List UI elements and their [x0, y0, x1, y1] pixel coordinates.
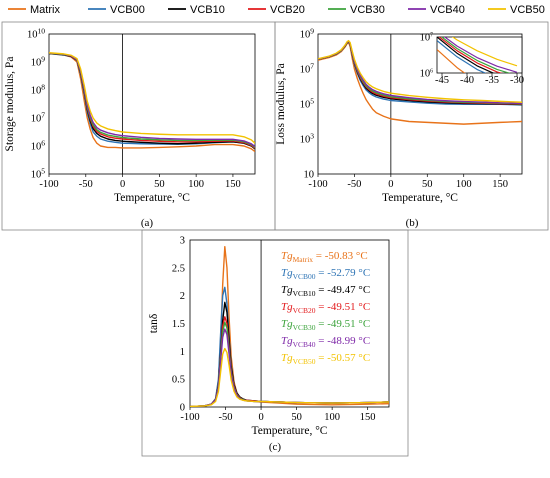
y-tick-label: 105: [31, 167, 46, 181]
y-axis-label: Storage modulus, Pa: [4, 57, 16, 152]
panel-b: -100 -50 0 50 100 150 10 103 105 107 109 Temperatur…: [275, 27, 523, 229]
series-vcb50: [318, 39, 522, 103]
panel-c: -100 -50 0 50 100 150 0 0.5 1 1.5 2 2.5 3 Temperature…: [148, 236, 390, 453]
legend-label-vcb50: VCB50: [510, 4, 545, 16]
series-vcb30: [440, 37, 511, 73]
x-tick-label: 50: [422, 179, 433, 190]
tg-annotation-vcb10: TgVCB10 = -49.47 °C: [281, 284, 370, 298]
panel-b-inset: -45 -40 -35 -30 106 107: [420, 33, 524, 87]
x-tick-label: -100: [180, 412, 199, 423]
y-tick-label: 1: [180, 347, 185, 358]
y-tick-label: 107: [31, 111, 46, 125]
panel-b-frame: [274, 21, 549, 231]
x-tick-label: 150: [492, 179, 508, 190]
legend-label-vcb30: VCB30: [350, 4, 385, 16]
y-tick-label: 108: [31, 83, 46, 97]
panel-c-frame: [141, 229, 409, 457]
x-tick-label: 0: [120, 179, 125, 190]
y-tick-label: 3: [180, 236, 185, 247]
legend-label-vcb10: VCB10: [190, 4, 225, 16]
y-tick-label: 109: [300, 27, 315, 41]
x-tick-label: -40: [460, 75, 474, 86]
y-tick-label: 103: [300, 132, 315, 146]
x-tick-label: -100: [39, 179, 58, 190]
x-tick-label: -50: [347, 179, 361, 190]
series-matrix: [437, 49, 466, 73]
x-tick-label: 0: [258, 412, 263, 423]
y-tick-label: 106: [31, 139, 46, 153]
tg-annotation-vcb00: TgVCB00 = -52.79 °C: [281, 267, 370, 281]
x-tick-label: 150: [360, 412, 376, 423]
series-vcb50: [190, 347, 389, 407]
legend-label-vcb40: VCB40: [430, 4, 465, 16]
y-tick-label: 2: [180, 291, 185, 302]
y-tick-label: 105: [300, 97, 315, 111]
tg-annotation-vcb30: TgVCB30 = -49.51 °C: [281, 318, 370, 332]
y-tick-label: 107: [300, 62, 315, 76]
panel-a: -100 -50 0 50 100 150 105 106 107 108 109 1010 Tempe…: [4, 27, 256, 229]
series-vcb10: [437, 37, 495, 73]
plot-area: [48, 33, 256, 175]
x-tick-label: -100: [308, 179, 327, 190]
x-tick-label: 0: [388, 179, 393, 190]
series-vcb50: [451, 37, 518, 67]
x-axis-label: Temperature, °C: [114, 192, 190, 204]
series-vcb20: [438, 37, 503, 73]
x-axis-label: Temperature, °C: [252, 425, 328, 437]
legend-label-vcb00: VCB00: [110, 4, 145, 16]
panel-label: (a): [141, 217, 154, 229]
tg-annotation-vcb40: TgVCB40 = -48.99 °C: [281, 335, 370, 349]
x-tick-label: -50: [79, 179, 93, 190]
y-tick-label: 109: [31, 55, 46, 69]
y-tick-label: 1.5: [172, 319, 185, 330]
y-tick-label: 10: [304, 170, 315, 181]
series-matrix: [49, 52, 255, 153]
y-tick-label: 0.5: [172, 375, 185, 386]
tg-annotation-matrix: TgMatrix = -50.83 °C: [281, 250, 368, 264]
x-tick-label: 100: [456, 179, 472, 190]
series-vcb40: [443, 37, 518, 73]
y-axis-label: tanδ: [148, 314, 160, 333]
x-tick-label: 150: [225, 179, 241, 190]
x-tick-label: -30: [510, 75, 524, 86]
legend: Matrix VCB00 VCB10 VCB20 VCB30 VCB40 VCB50: [8, 4, 545, 16]
x-tick-label: 50: [154, 179, 165, 190]
series-vcb00: [437, 40, 487, 73]
y-axis-label: Loss modulus, Pa: [275, 63, 287, 144]
x-tick-label: 50: [291, 412, 302, 423]
y-tick-label: 1010: [27, 27, 45, 41]
y-tick-label: 107: [420, 33, 434, 44]
x-tick-label: 100: [324, 412, 340, 423]
x-tick-label: 100: [188, 179, 204, 190]
panel-label: (c): [269, 441, 282, 453]
tg-annotation-vcb50: TgVCB50 = -50.57 °C: [281, 352, 370, 366]
x-tick-label: -35: [485, 75, 499, 86]
y-tick-label: 2.5: [172, 263, 185, 274]
x-tick-label: -50: [219, 412, 233, 423]
legend-label-vcb20: VCB20: [270, 4, 305, 16]
series-vcb50: [49, 52, 255, 144]
tg-annotation-vcb20: TgVCB20 = -49.51 °C: [281, 301, 370, 315]
y-tick-label: 106: [420, 69, 434, 80]
legend-label-matrix: Matrix: [30, 4, 60, 16]
y-tick-label: 0: [180, 403, 185, 414]
panel-label: (b): [406, 217, 419, 229]
x-tick-label: -45: [435, 75, 449, 86]
x-axis-label: Temperature, °C: [382, 192, 458, 204]
